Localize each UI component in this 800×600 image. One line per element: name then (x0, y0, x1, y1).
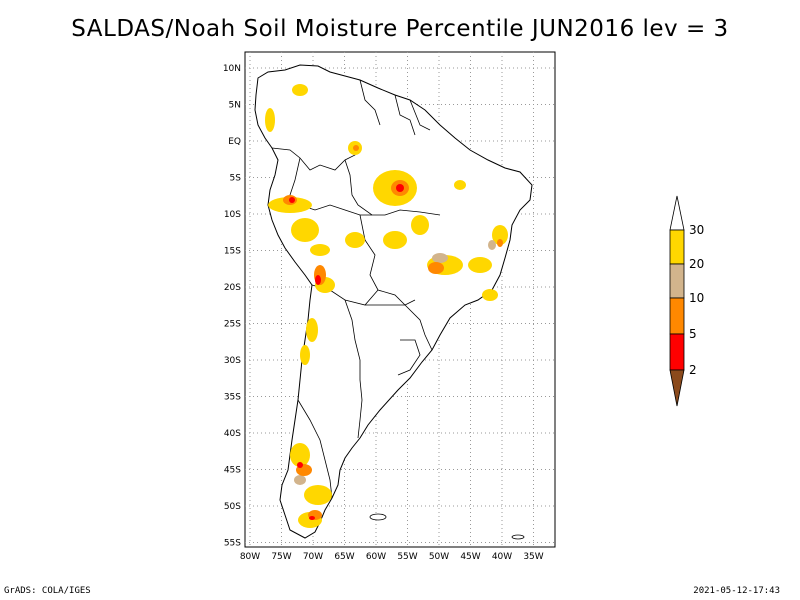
footer-timestamp: 2021-05-12-17:43 (693, 586, 780, 596)
longitude-tick-label: 40W (492, 552, 512, 562)
map-panel (244, 51, 556, 548)
latitude-tick-label: 10N (223, 64, 241, 74)
legend-box-20-30 (669, 229, 685, 265)
latitude-tick-label: 20S (224, 283, 241, 293)
legend-arrow-below (669, 369, 685, 407)
longitude-tick-label: 35W (523, 552, 543, 562)
latitude-tick-label: 45S (224, 466, 241, 476)
percentile-patches (265, 84, 508, 528)
longitude-tick-label: 60W (366, 552, 386, 562)
legend-box-10-20 (669, 263, 685, 299)
islands (369, 513, 525, 540)
latitude-tick-label: 25S (224, 320, 241, 330)
legend-arrow-above (669, 195, 685, 231)
longitude-tick-labels: 80W 75W 70W 65W 60W 55W 50W 45W 40W 35W (240, 552, 544, 562)
latitude-tick-label: 55S (224, 539, 241, 549)
latitude-tick-label: EQ (228, 137, 241, 147)
longitude-tick-label: 80W (240, 552, 260, 562)
longitude-tick-label: 75W (271, 552, 291, 562)
legend-level-label: 20 (689, 257, 704, 271)
legend-box-2-5 (669, 333, 685, 371)
legend-level-label: 30 (689, 223, 704, 237)
longitude-tick-label: 50W (429, 552, 449, 562)
latitude-tick-label: 30S (224, 356, 241, 366)
latitude-tick-label: 35S (224, 393, 241, 403)
color-legend: 2 5 10 20 30 (669, 195, 704, 407)
map-title: SALDAS/Noah Soil Moisture Percentile JUN… (71, 16, 729, 42)
longitude-tick-label: 45W (460, 552, 480, 562)
latitude-tick-label: 40S (224, 429, 241, 439)
latitude-tick-label: 50S (224, 502, 241, 512)
footer-credit: GrADS: COLA/IGES (4, 586, 91, 596)
latitude-tick-label: 10S (224, 210, 241, 220)
country-borders (271, 79, 441, 499)
latitude-tick-label: 5S (230, 174, 242, 184)
legend-level-label: 10 (689, 291, 704, 305)
longitude-tick-label: 70W (303, 552, 323, 562)
longitude-tick-label: 55W (397, 552, 417, 562)
legend-level-label: 5 (689, 327, 697, 341)
legend-box-5-10 (669, 297, 685, 335)
latitude-tick-label: 15S (224, 247, 241, 257)
longitude-tick-label: 65W (334, 552, 354, 562)
legend-level-label: 2 (689, 363, 697, 377)
latitude-tick-labels: 10N 5N EQ 5S 10S 15S 20S 25S 30S 35S 40S 45S 50S 55S (223, 64, 241, 549)
latitude-tick-label: 5N (229, 101, 241, 111)
